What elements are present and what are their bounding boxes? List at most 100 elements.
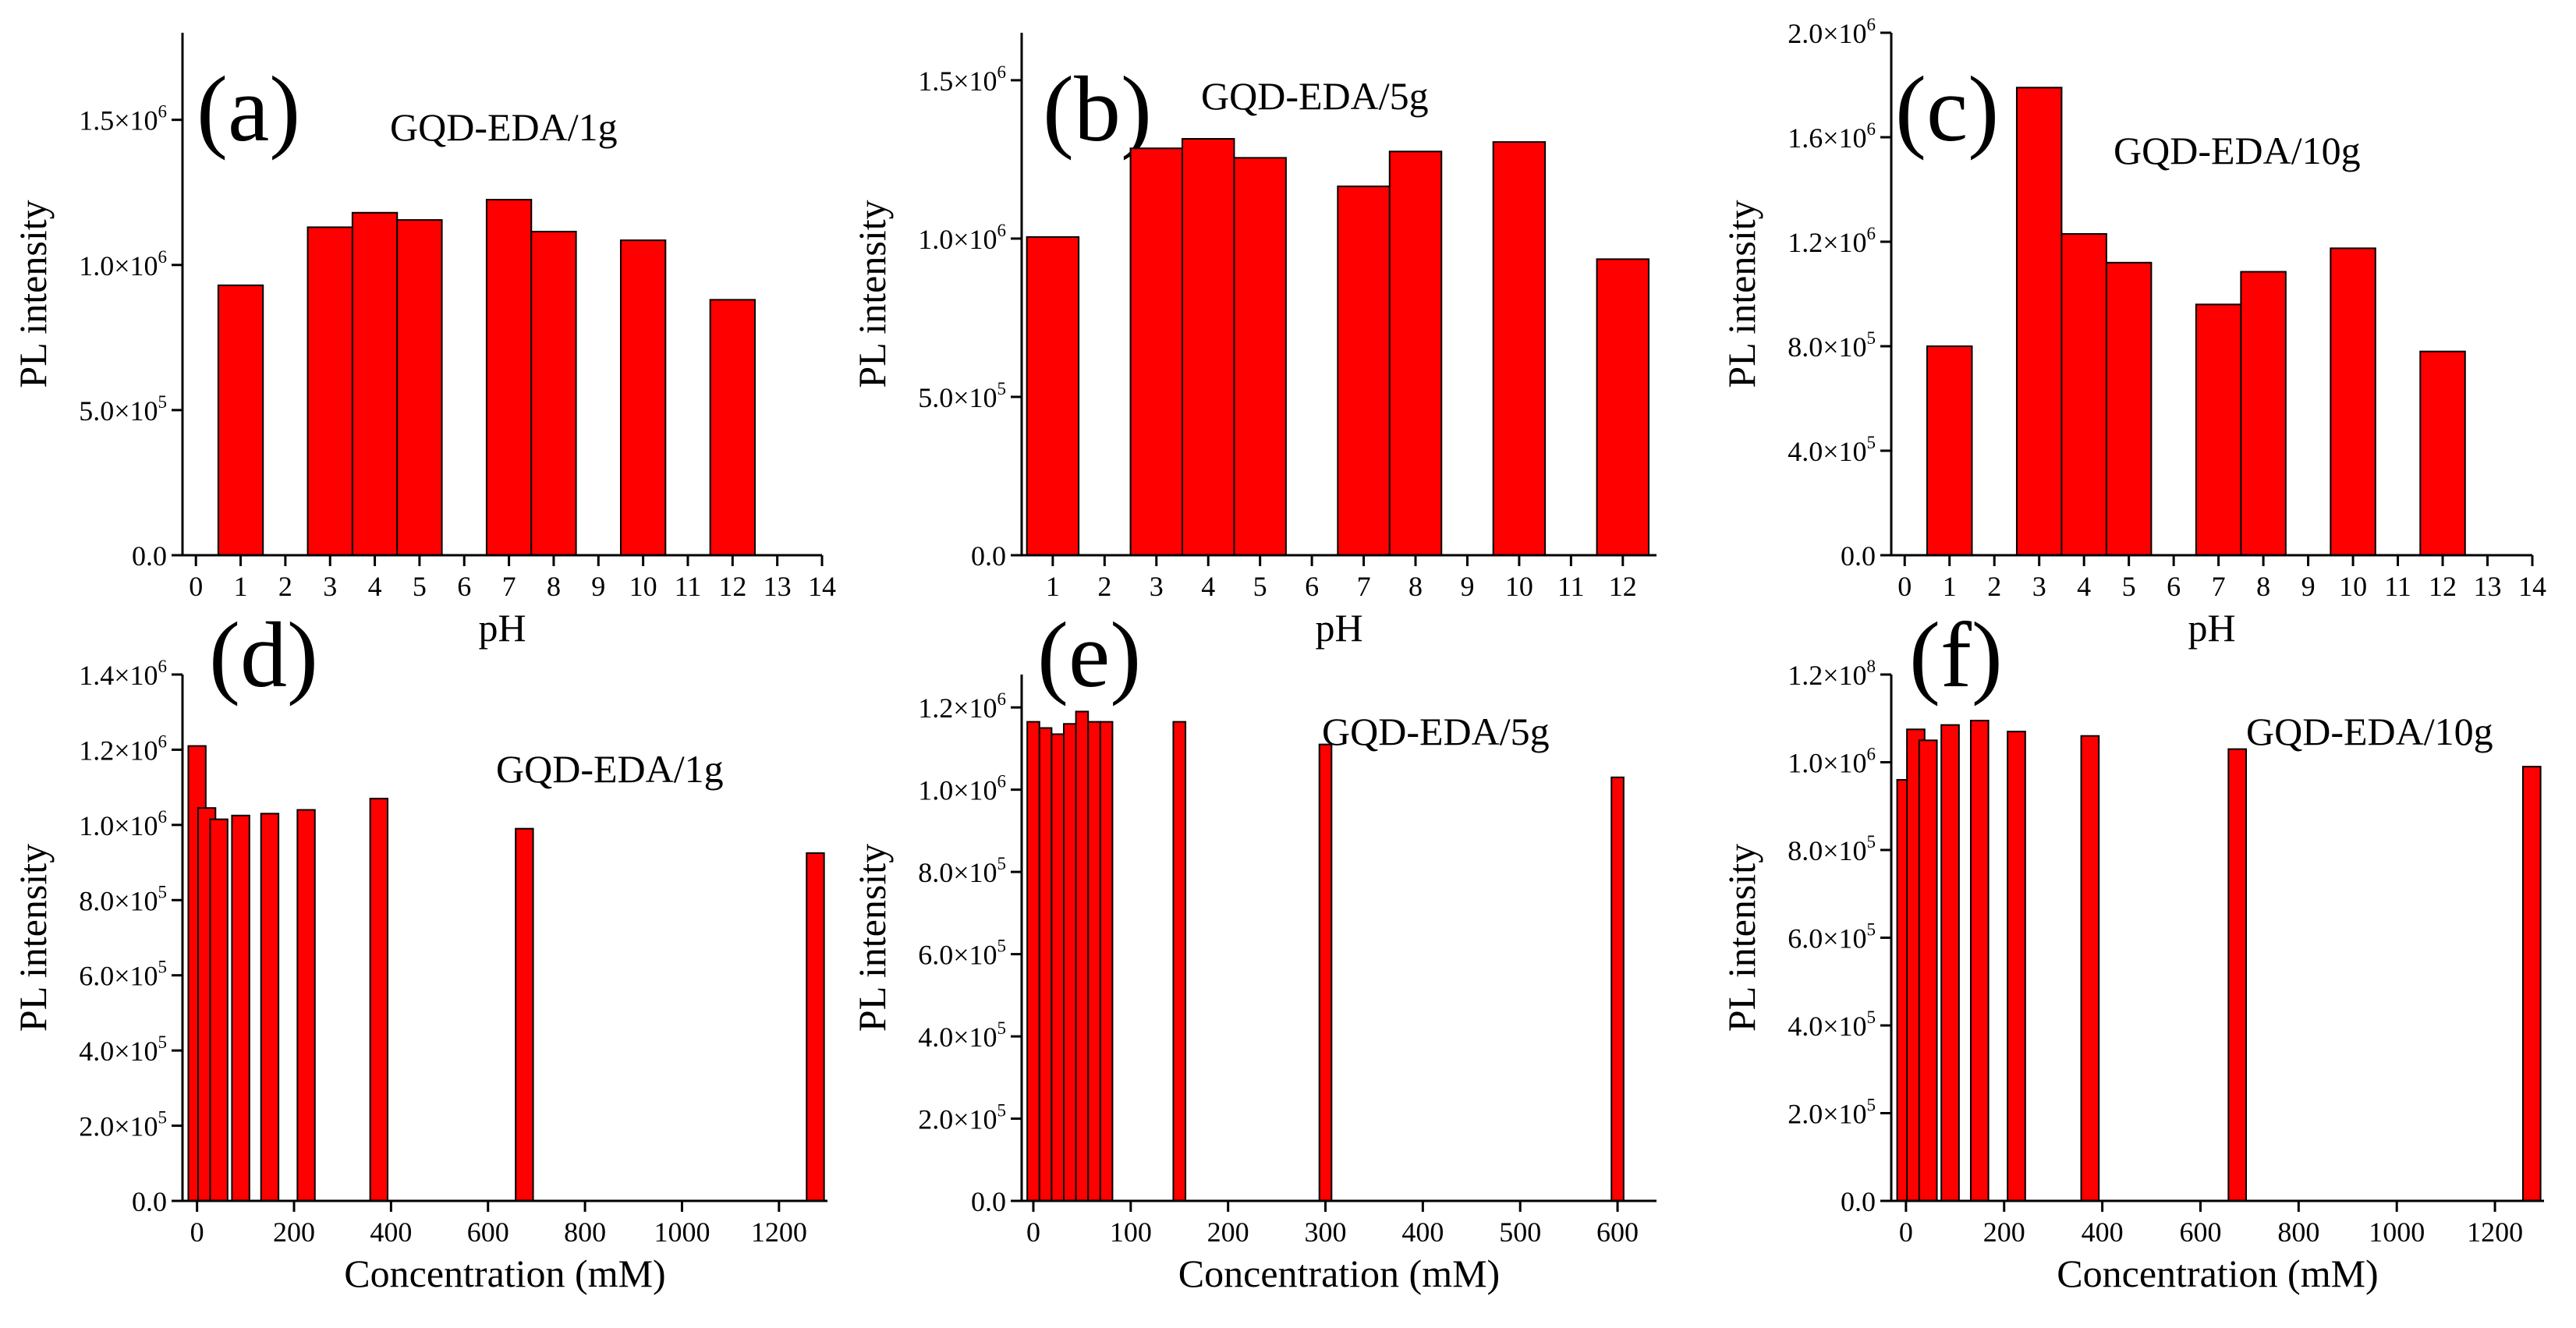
x-tick-label: 400 xyxy=(1401,1216,1444,1248)
y-tick-label: 6.0×105 xyxy=(79,958,167,992)
panel-title: GQD-EDA/1g xyxy=(390,105,618,149)
y-tick-label: 1.6×106 xyxy=(1788,119,1876,154)
y-tick-label: 0.0 xyxy=(971,1186,1006,1217)
bar xyxy=(1318,743,1333,1202)
x-tick-label: 2 xyxy=(1097,571,1111,602)
y-tick-label: 6.0×105 xyxy=(1788,920,1876,954)
x-tick-label: 100 xyxy=(1110,1216,1152,1248)
bar xyxy=(260,813,280,1202)
x-tick-label: 8 xyxy=(547,571,561,602)
y-tick-label: 8.0×105 xyxy=(1788,328,1876,363)
x-axis-title: Concentration (mM) xyxy=(344,1252,665,1295)
x-tick-label: 1 xyxy=(234,571,248,602)
bar xyxy=(369,798,389,1202)
y-tick-label: 8.0×105 xyxy=(1788,832,1876,866)
x-tick-label: 9 xyxy=(591,571,605,602)
bar xyxy=(396,219,443,556)
x-tick-label: 0 xyxy=(189,571,203,602)
x-tick-label: 1200 xyxy=(751,1216,807,1248)
x-tick-label: 3 xyxy=(2032,571,2046,602)
panel-letter: (e) xyxy=(1037,603,1141,706)
x-tick-label: 200 xyxy=(1983,1216,2025,1248)
bar xyxy=(619,239,667,556)
x-tick-label: 0 xyxy=(1897,571,1912,602)
panel-title: GQD-EDA/10g xyxy=(2114,129,2361,172)
bar xyxy=(1918,739,1938,1202)
bar xyxy=(1969,720,1990,1202)
y-tick-label: 1.2×106 xyxy=(918,689,1006,724)
y-tick-label: 1.5×106 xyxy=(79,102,167,136)
x-tick-label: 600 xyxy=(467,1216,509,1248)
y-axis-title: PL intensity xyxy=(1720,200,1763,388)
x-tick-label: 5 xyxy=(1253,571,1267,602)
y-tick-label: 1.0×106 xyxy=(79,807,167,841)
y-tick-label: 2.0×105 xyxy=(79,1108,167,1142)
x-tick-label: 5 xyxy=(2122,571,2136,602)
x-tick-label: 12 xyxy=(2429,571,2457,602)
x-tick-label: 1 xyxy=(1943,571,1957,602)
panel-letter: (a) xyxy=(197,57,300,161)
bar xyxy=(2330,247,2376,556)
y-tick-label: 8.0×105 xyxy=(79,882,167,916)
panel-d: (d) GQD-EDA/1g Concentration (mM) PL int… xyxy=(11,603,827,1295)
y-axis-title: PL intensity xyxy=(850,844,894,1032)
y-tick-label: 1.2×106 xyxy=(1788,224,1876,258)
panel-e: (e) GQD-EDA/5g Concentration (mM) PL int… xyxy=(850,603,1657,1295)
y-tick-label: 2.0×105 xyxy=(918,1101,1006,1135)
x-tick-label: 0 xyxy=(1026,1216,1040,1248)
y-tick-label: 4.0×105 xyxy=(79,1032,167,1067)
bar xyxy=(1388,151,1443,557)
x-tick-label: 8 xyxy=(2256,571,2270,602)
x-tick-label: 7 xyxy=(2212,571,2226,602)
x-tick-label: 10 xyxy=(2339,571,2367,602)
panel-title: GQD-EDA/5g xyxy=(1201,74,1429,118)
x-tick-label: 12 xyxy=(1609,571,1637,602)
y-axis-title: PL intensity xyxy=(11,200,55,388)
bar xyxy=(709,299,756,556)
bar xyxy=(2240,271,2287,556)
bar xyxy=(485,199,533,556)
bar xyxy=(2195,303,2242,556)
x-tick-label: 9 xyxy=(2301,571,2316,602)
x-tick-label: 4 xyxy=(368,571,382,602)
bar xyxy=(515,827,534,1202)
y-tick-label: 0.0 xyxy=(1841,1186,1876,1217)
x-tick-label: 800 xyxy=(564,1216,606,1248)
bar xyxy=(1129,147,1183,557)
x-axis-title: pH xyxy=(1315,606,1362,650)
bar xyxy=(1181,138,1235,557)
x-axis-title: pH xyxy=(478,606,526,650)
y-tick-label: 0.0 xyxy=(132,1186,167,1217)
x-tick-label: 600 xyxy=(1596,1216,1639,1248)
x-tick-label: 2 xyxy=(1987,571,2001,602)
y-tick-label: 0.0 xyxy=(971,540,1006,572)
bar xyxy=(530,230,577,556)
bar xyxy=(1233,157,1287,556)
x-tick-label: 9 xyxy=(1460,571,1474,602)
x-tick-label: 6 xyxy=(1305,571,1319,602)
x-tick-label: 7 xyxy=(502,571,516,602)
x-tick-label: 200 xyxy=(273,1216,315,1248)
x-tick-label: 400 xyxy=(370,1216,412,1248)
y-axis-title: PL intensity xyxy=(1720,844,1763,1032)
x-tick-label: 1200 xyxy=(2467,1216,2523,1248)
x-tick-label: 6 xyxy=(2167,571,2181,602)
y-tick-label: 1.0×106 xyxy=(79,247,167,282)
y-tick-label: 0.0 xyxy=(132,540,167,572)
bar xyxy=(2521,766,2542,1202)
bar xyxy=(2080,735,2100,1202)
x-tick-label: 11 xyxy=(2384,571,2411,602)
bar xyxy=(217,284,264,556)
bar xyxy=(231,814,250,1202)
y-tick-label: 1.2×106 xyxy=(79,731,167,766)
bar xyxy=(2060,232,2107,556)
panel-letter: (c) xyxy=(1895,57,1999,161)
panel-letter: (d) xyxy=(209,603,318,706)
x-tick-label: 200 xyxy=(1207,1216,1249,1248)
x-tick-label: 5 xyxy=(413,571,427,602)
y-tick-label: 2.0×105 xyxy=(1788,1096,1876,1130)
bar xyxy=(1926,345,1973,556)
